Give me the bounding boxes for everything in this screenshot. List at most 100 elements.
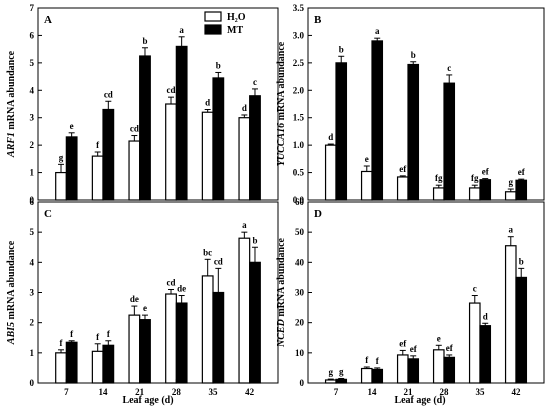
x-tick-label: 7 [334,387,339,397]
significance-label: cd [214,256,223,266]
significance-label: ef [446,343,454,353]
significance-label: d [328,132,333,142]
significance-label: ef [399,164,407,174]
significance-label: e [143,303,147,313]
significance-label: a [242,220,247,230]
significance-label: a [375,26,380,36]
bar-h2o [360,367,373,384]
panel-letter: D [314,208,322,220]
y-tick-label: 10 [295,348,305,358]
y-tick-label: 1.0 [293,140,305,150]
bar-mt [407,63,420,201]
bar-mt [139,319,151,384]
y-tick-label: 0.0 [293,195,305,205]
bar-h2o [55,352,67,384]
significance-label: bc [203,247,212,257]
significance-label: a [509,225,514,235]
y-axis-title: YUCCA16 mRNA abundance [276,41,287,166]
y-tick-label: 50 [295,227,305,237]
bar-mt [139,55,151,201]
bar-h2o [324,144,337,201]
panel-letter: B [314,14,322,26]
y-axis-title: ABI5 mRNA abundance [6,240,17,345]
significance-label: e [437,333,441,343]
y-tick-label: 3 [30,288,35,298]
bar-h2o [432,187,445,201]
bar-h2o [201,111,214,201]
y-tick-label: 0 [30,378,35,388]
bar-h2o [238,117,251,201]
significance-label: cd [167,85,176,95]
significance-label: a [179,25,184,35]
bar-mt [212,77,225,201]
bar-mt [212,291,225,384]
significance-label: de [177,284,186,294]
bar-mt [65,341,78,384]
y-axis-title: NCED mRNA abundance [276,237,287,347]
bar-mt [443,82,456,201]
bar-h2o [504,245,517,384]
y-axis-title-rest: mRNA abundance [276,41,287,123]
y-tick-label: 7 [30,3,35,13]
x-tick-label: 35 [209,387,219,397]
significance-label: c [473,284,477,294]
bar-mt [102,344,115,384]
x-tick-label: 28 [172,387,182,397]
y-tick-label: 40 [295,257,305,267]
bar-h2o [360,170,373,201]
panel-letter: C [44,208,52,220]
significance-label: b [519,256,524,266]
y-tick-label: 1 [30,348,35,358]
significance-label: cd [104,89,113,99]
significance-label: b [411,50,416,60]
x-axis-title-right: Leaf age (d) [394,395,445,406]
significance-label: f [60,338,64,348]
significance-label: c [447,63,451,73]
y-axis-title-rest: mRNA abundance [276,237,287,319]
bar-mt [249,261,261,384]
bar-mt [407,358,420,384]
y-tick-label: 2 [30,318,35,328]
significance-label: e [365,154,369,164]
panel-b: 0.0 0.5 1.0 1.5 2.0 2.5 3.0 3.5 YUCCA16 mRNA abu… [276,3,545,205]
bar-mt [335,62,348,201]
x-tick-label: 28 [440,387,450,397]
bar-h2o [128,140,141,201]
bar-mt [102,108,115,201]
significance-label: f [365,355,369,365]
y-axis-title-gene: NCED [276,319,287,348]
y-tick-label: 0 [300,378,305,388]
significance-label: e [70,121,74,131]
significance-label: fg [471,173,479,183]
significance-label: b [339,44,344,54]
bar-h2o [432,349,445,384]
bar-h2o [324,379,337,384]
significance-label: f [376,356,380,366]
plot-frame [307,7,545,201]
significance-label: f [70,329,74,339]
legend: H₂O MT [204,11,246,36]
significance-label: cd [167,277,176,287]
y-tick-label: 30 [295,288,305,298]
y-tick-label: 6 [30,30,35,40]
significance-label: cd [130,124,139,134]
y-tick-label: 3.0 [293,30,305,40]
y-tick-label: 4 [30,85,35,95]
significance-label: g [509,177,514,187]
legend-label-h2o: H₂O [227,12,246,23]
bar-mt [371,368,384,384]
y-tick-label: 1.5 [293,113,305,123]
significance-label: fg [435,173,443,183]
bar-mt [515,179,528,201]
bar-h2o [165,293,177,384]
y-tick-label: 0.5 [293,168,305,178]
x-tick-label: 14 [368,387,378,397]
significance-label: ef [518,167,526,177]
legend-swatch-h2o [204,11,222,22]
bar-mt [515,276,528,384]
x-tick-label: 21 [404,387,414,397]
bar-mt [443,356,456,384]
x-tick-label: 14 [99,387,109,397]
